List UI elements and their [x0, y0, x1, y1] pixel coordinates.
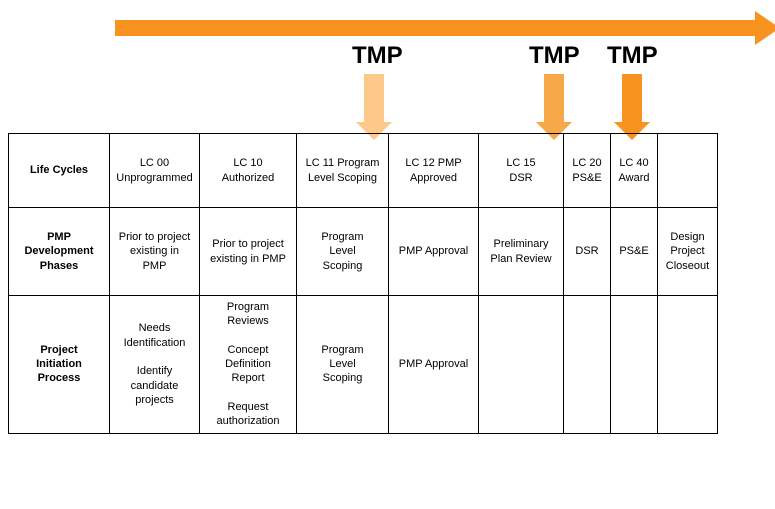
table-row: Life CyclesLC 00 UnprogrammedLC 10 Autho…: [9, 134, 718, 208]
tmp-label-1: TMP: [352, 42, 403, 70]
table-cell: Preliminary Plan Review: [479, 208, 564, 296]
table-row: PMP Development PhasesPrior to project e…: [9, 208, 718, 296]
table-cell: LC 20 PS&E: [564, 134, 611, 208]
down-arrow-1: [356, 74, 392, 140]
down-arrow-shape-2: [536, 74, 572, 140]
table-cell: [658, 134, 718, 208]
table-cell: Program Level Scoping: [297, 208, 389, 296]
table-cell: [658, 296, 718, 434]
down-arrow-shape-1: [356, 74, 392, 140]
down-arrow-shape-3: [614, 74, 650, 140]
table-cell: Prior to project existing in PMP: [200, 208, 297, 296]
table-row: Project Initiation ProcessNeeds Identifi…: [9, 296, 718, 434]
timeline-arrow-shape: [115, 11, 775, 45]
down-arrow-2: [536, 74, 572, 140]
table-cell: PMP Approval: [389, 296, 479, 434]
row-header: Life Cycles: [9, 134, 110, 208]
table-cell: Prior to project existing in PMP: [110, 208, 200, 296]
row-header: Project Initiation Process: [9, 296, 110, 434]
table-cell: LC 10 Authorized: [200, 134, 297, 208]
table-cell: LC 40 Award: [611, 134, 658, 208]
table-cell: DSR: [564, 208, 611, 296]
table-cell: LC 15 DSR: [479, 134, 564, 208]
table-cell: Program Reviews Concept Definition Repor…: [200, 296, 297, 434]
tmp-label-3: TMP: [607, 42, 658, 70]
table-cell: [479, 296, 564, 434]
phase-table-body: Life CyclesLC 00 UnprogrammedLC 10 Autho…: [9, 134, 718, 434]
phase-table: Life CyclesLC 00 UnprogrammedLC 10 Autho…: [8, 133, 718, 434]
table-cell: Needs Identification Identify candidate …: [110, 296, 200, 434]
table-cell: Design Project Closeout: [658, 208, 718, 296]
table-cell: PMP Approval: [389, 208, 479, 296]
timeline-arrow: [115, 8, 775, 48]
table-cell: [564, 296, 611, 434]
table-cell: LC 00 Unprogrammed: [110, 134, 200, 208]
table-cell: LC 11 Program Level Scoping: [297, 134, 389, 208]
table-cell: LC 12 PMP Approved: [389, 134, 479, 208]
down-arrow-3: [614, 74, 650, 140]
table-cell: [611, 296, 658, 434]
table-cell: PS&E: [611, 208, 658, 296]
row-header: PMP Development Phases: [9, 208, 110, 296]
tmp-label-2: TMP: [529, 42, 580, 70]
table-cell: Program Level Scoping: [297, 296, 389, 434]
